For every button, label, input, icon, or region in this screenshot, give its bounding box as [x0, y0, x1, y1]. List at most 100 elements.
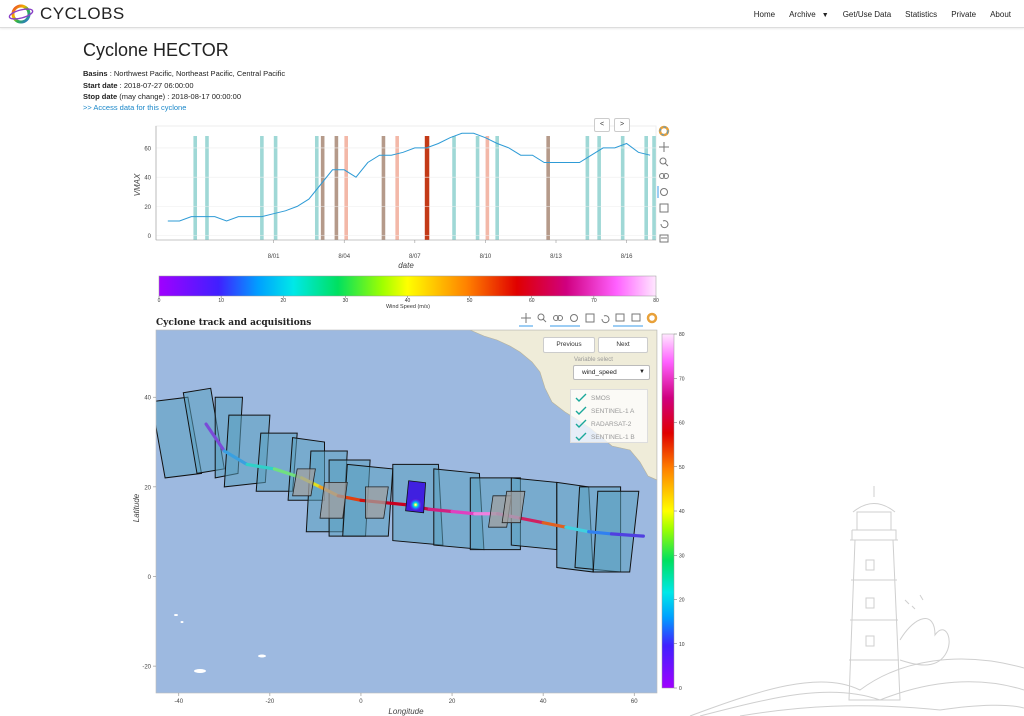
nav-private[interactable]: Private [951, 9, 977, 19]
brand[interactable]: CYCLOBS [8, 3, 125, 25]
track-segment [587, 530, 614, 536]
sar-patch[interactable] [365, 486, 389, 519]
swath-footprint[interactable] [305, 450, 348, 533]
map-x-tick-label: -40 [174, 699, 183, 705]
nav-about[interactable]: About [990, 9, 1011, 19]
legend-item-radarsat-2[interactable]: RADARSAT-2 [575, 418, 631, 430]
nav-archive[interactable]: Archive ▼ [782, 10, 836, 19]
bokeh-logo-icon[interactable] [658, 125, 670, 137]
eye-swath[interactable] [405, 480, 427, 514]
acquisition-bar[interactable] [314, 136, 319, 240]
swath-footprint[interactable] [214, 396, 244, 479]
acquisition-bar[interactable] [452, 136, 456, 240]
legend-item-smos[interactable]: SMOS [575, 392, 610, 404]
acquisition-bar[interactable] [475, 136, 480, 240]
swath-footprint[interactable] [392, 463, 444, 546]
check-icon [575, 393, 587, 402]
zoom-icon[interactable] [659, 157, 669, 167]
acquisition-bar[interactable] [260, 136, 264, 240]
reset-icon[interactable] [660, 220, 669, 229]
track-segment [427, 507, 454, 514]
timeseries-y-label: VMAX [133, 173, 142, 196]
hover-icon[interactable] [659, 234, 669, 243]
map-hover-icon[interactable] [613, 313, 643, 327]
swath-footprint[interactable] [151, 396, 203, 479]
legend-item-sentinel-1b[interactable]: SENTINEL-1 B [575, 431, 635, 443]
acquisition-bar[interactable] [597, 136, 601, 240]
acquisition-bar[interactable] [395, 136, 399, 240]
map-pan-icon[interactable] [519, 313, 533, 327]
basins-info: Basins : Northwest Pacific, Northeast Pa… [83, 69, 285, 78]
nav-home[interactable]: Home [753, 9, 776, 19]
swath-footprint[interactable] [592, 490, 640, 573]
swath-footprint[interactable] [469, 477, 521, 551]
legend-item-sentinel-1a[interactable]: SENTINEL-1 A [575, 405, 634, 417]
nav-get-use-data[interactable]: Get/Use Data [842, 9, 892, 19]
variable-select-label: Variable select [574, 357, 613, 363]
map-bokeh-logo-icon[interactable] [646, 312, 658, 324]
swath-footprint[interactable] [342, 463, 394, 537]
acquisition-bar[interactable] [424, 136, 430, 240]
acquisition-bar[interactable] [344, 136, 348, 240]
map-save-icon[interactable] [585, 313, 595, 323]
prev-arrow-button[interactable]: < [594, 118, 610, 132]
pan-icon[interactable] [659, 142, 669, 152]
swath-footprint[interactable] [182, 387, 225, 474]
acquisition-bar[interactable] [652, 136, 656, 240]
chevron-down-icon: ▼ [821, 11, 829, 19]
x-tick-label: 8/07 [409, 254, 421, 260]
swath-footprint[interactable] [510, 477, 558, 551]
sar-patch[interactable] [501, 490, 526, 524]
swath-footprint[interactable] [574, 486, 622, 573]
next-button[interactable]: Next [598, 337, 648, 353]
swath-footprint[interactable] [223, 414, 271, 488]
acquisition-bar[interactable] [620, 136, 625, 240]
access-data-link[interactable]: >> Access data for this cyclone [83, 103, 187, 112]
eye-wind-field [409, 498, 422, 511]
map-reset-icon[interactable] [601, 315, 610, 324]
sar-patch[interactable] [488, 495, 512, 528]
track-segment [382, 500, 409, 507]
x-tick-label: 8/13 [550, 254, 562, 260]
acquisition-bar[interactable] [334, 136, 339, 240]
acquisition-bar[interactable] [273, 136, 278, 240]
box-zoom-icon[interactable] [659, 173, 669, 179]
track-segment [300, 476, 322, 489]
acquisition-bar[interactable] [485, 136, 490, 240]
variable-select[interactable]: wind_speed ▼ [573, 365, 650, 380]
map-zoom-icon[interactable] [537, 313, 547, 323]
track-segment [450, 509, 477, 516]
nav-statistics[interactable]: Statistics [905, 9, 938, 19]
acquisition-bar[interactable] [585, 136, 590, 240]
start-label: Start date [83, 81, 118, 90]
swath-footprint[interactable] [255, 432, 298, 492]
save-icon[interactable] [659, 203, 669, 213]
swath-footprint[interactable] [556, 481, 594, 573]
acquisition-bar[interactable] [193, 136, 198, 240]
map-box-zoom-icon[interactable] [550, 315, 580, 327]
wheel-zoom-icon[interactable] [657, 186, 668, 198]
track-segment [245, 462, 277, 471]
map-colorbar-tick-label: 10 [679, 642, 685, 648]
acquisition-bar[interactable] [546, 136, 550, 240]
sar-patch[interactable] [319, 481, 348, 519]
timeseries-grid [156, 147, 656, 236]
gulf-of-california [482, 336, 508, 378]
acquisition-bar[interactable] [320, 136, 325, 240]
nav-menu: Home Archive ▼ Get/Use Data Statistics Pr… [747, 0, 1018, 28]
swath-footprint[interactable] [433, 468, 485, 551]
timeseries-frame [155, 125, 657, 241]
acquisition-bar[interactable] [205, 136, 209, 240]
map-y-label: Latitude [132, 493, 141, 522]
acquisition-bar[interactable] [381, 136, 386, 240]
swath-footprint[interactable] [328, 459, 371, 537]
colorbar-tick-label: 10 [218, 298, 224, 304]
acquisition-bar[interactable] [495, 136, 499, 240]
sar-patch[interactable] [292, 468, 316, 497]
next-arrow-button[interactable]: > [614, 118, 630, 132]
previous-button[interactable]: Previous [543, 337, 595, 353]
map-wheel-zoom-icon[interactable] [570, 314, 578, 322]
acquisition-bar[interactable] [644, 136, 648, 240]
swath-footprint[interactable] [287, 437, 325, 501]
track-segment [222, 449, 249, 467]
